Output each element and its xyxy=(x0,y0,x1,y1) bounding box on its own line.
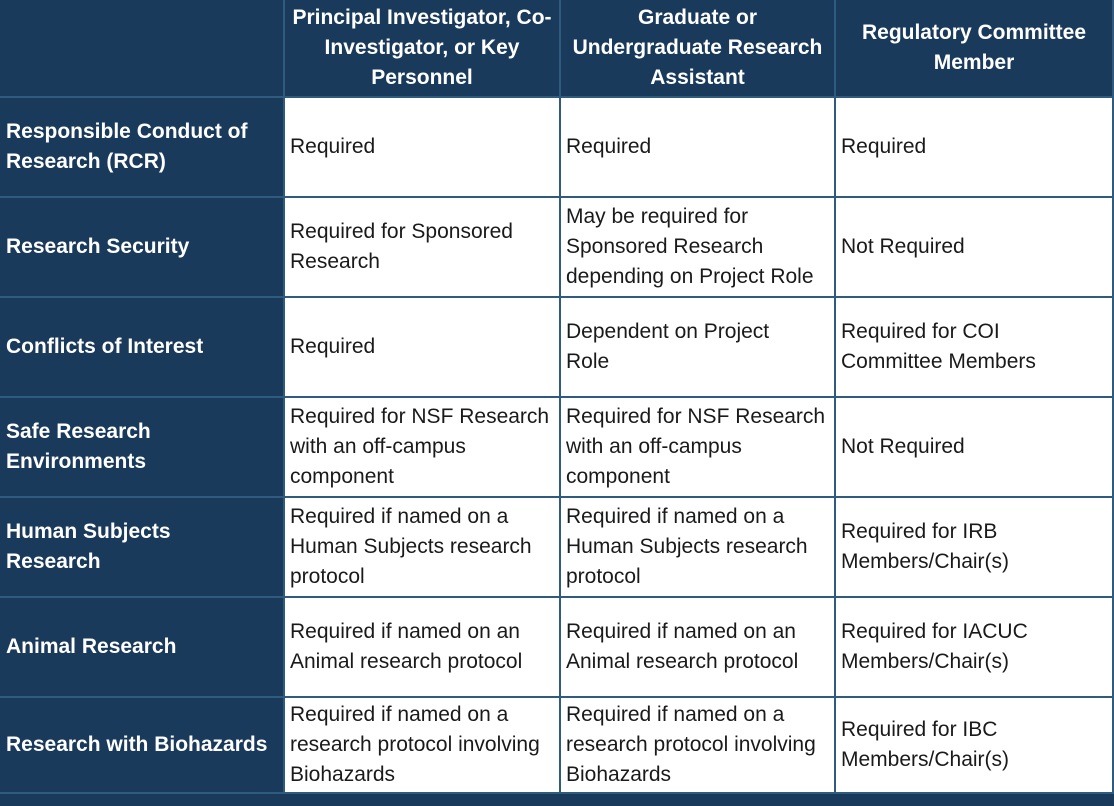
column-header-regulatory-committee: Regulatory Committee Member xyxy=(836,0,1114,98)
table-cell: Required for IRB Members/Chair(s) xyxy=(836,498,1114,598)
table-cell: Dependent on Project Role xyxy=(561,298,836,398)
table-row: Safe Research Environments Required for N… xyxy=(0,398,1114,498)
corner-cell xyxy=(0,0,285,98)
header-row: Principal Investigator, Co- Investigator… xyxy=(0,0,1114,98)
table-cell: Required xyxy=(836,98,1114,198)
row-header: Animal Research xyxy=(0,598,285,698)
table-cell: Required if named on a research protocol… xyxy=(561,698,836,794)
table-cell: Required xyxy=(285,298,561,398)
row-header: Research with Biohazards xyxy=(0,698,285,794)
column-header-research-assistant: Graduate or Undergraduate Research Assis… xyxy=(561,0,836,98)
table-cell: Not Required xyxy=(836,198,1114,298)
table-cell: Required if named on a Human Subjects re… xyxy=(561,498,836,598)
table-cell: Required if named on a research protocol… xyxy=(285,698,561,794)
table-cell: Required for NSF Research with an off-ca… xyxy=(285,398,561,498)
table-cell: Required for IBC Members/Chair(s) xyxy=(836,698,1114,794)
row-header: Responsible Conduct of Research (RCR) xyxy=(0,98,285,198)
row-header: Conflicts of Interest xyxy=(0,298,285,398)
table-cell: Required for Sponsored Research xyxy=(285,198,561,298)
row-header: Human Subjects Research xyxy=(0,498,285,598)
table-cell: Required if named on an Animal research … xyxy=(561,598,836,698)
row-header: Safe Research Environments xyxy=(0,398,285,498)
table-cell: May be required for Sponsored Research d… xyxy=(561,198,836,298)
column-header-principal-investigator: Principal Investigator, Co- Investigator… xyxy=(285,0,561,98)
table-row: Animal Research Required if named on an A… xyxy=(0,598,1114,698)
table-row: Human Subjects Research Required if named… xyxy=(0,498,1114,598)
table-row: Research with Biohazards Required if name… xyxy=(0,698,1114,794)
table-cell: Required if named on a Human Subjects re… xyxy=(285,498,561,598)
table-row: Research Security Required for Sponsored … xyxy=(0,198,1114,298)
table-cell: Required if named on an Animal research … xyxy=(285,598,561,698)
table-bottom-border xyxy=(0,794,1114,806)
table-row: Conflicts of Interest Required Dependent o… xyxy=(0,298,1114,398)
table-cell: Required for IACUC Members/Chair(s) xyxy=(836,598,1114,698)
table-cell: Required for NSF Research with an off-ca… xyxy=(561,398,836,498)
table-row: Responsible Conduct of Research (RCR) Req… xyxy=(0,98,1114,198)
row-header: Research Security xyxy=(0,198,285,298)
table-cell: Required for COI Committee Members xyxy=(836,298,1114,398)
table-body: Responsible Conduct of Research (RCR) Req… xyxy=(0,98,1114,794)
table-cell: Required xyxy=(285,98,561,198)
table-cell: Not Required xyxy=(836,398,1114,498)
table-cell: Required xyxy=(561,98,836,198)
